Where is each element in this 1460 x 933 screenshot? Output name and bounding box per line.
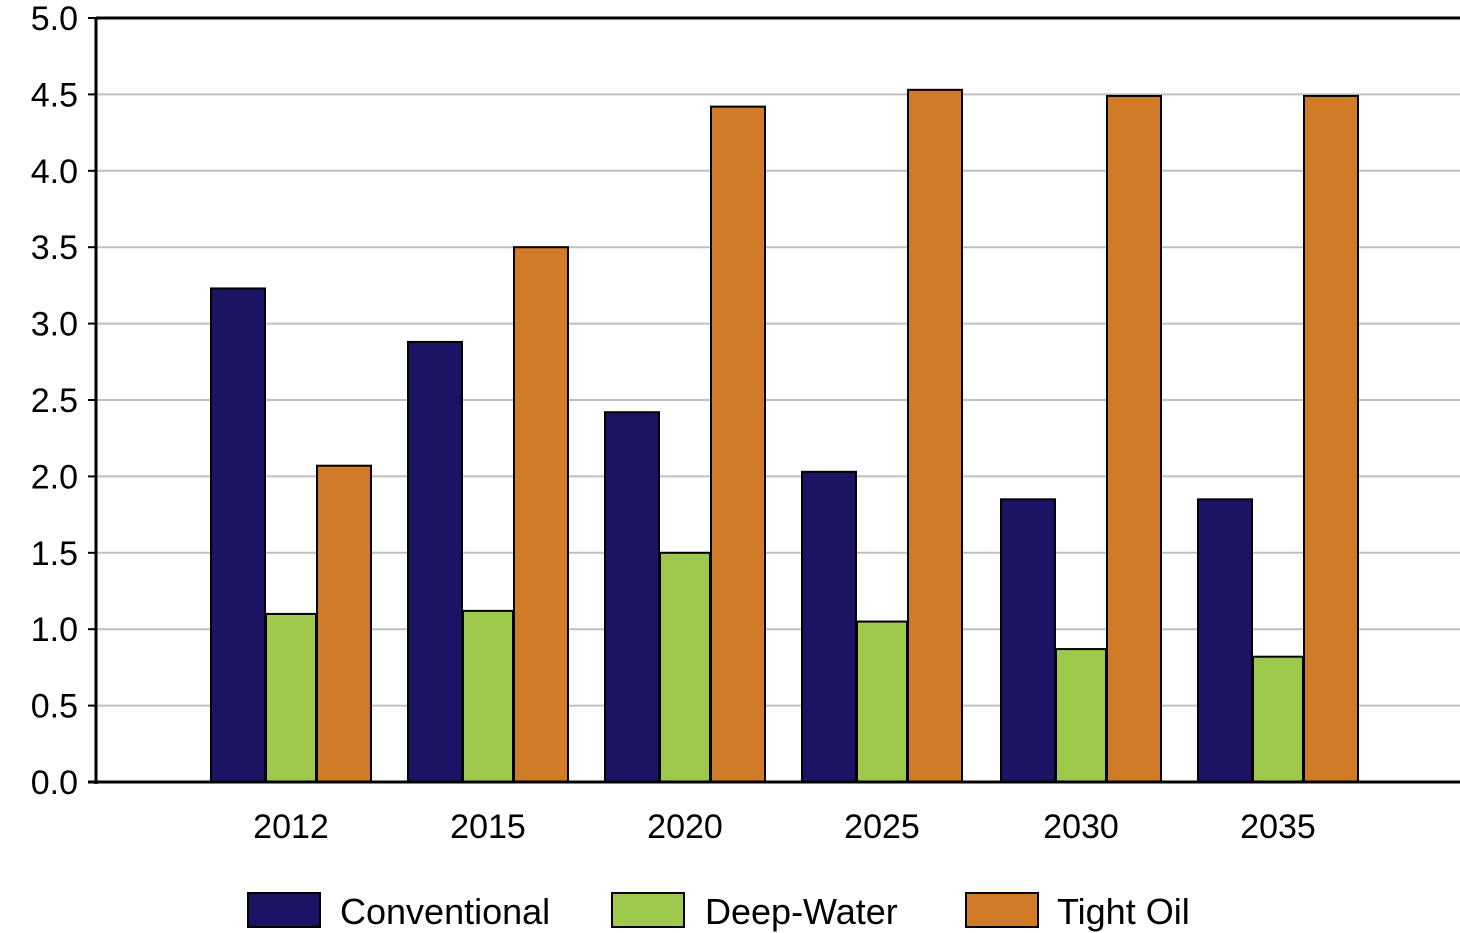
y-tick-label: 2.5 xyxy=(31,382,78,420)
y-tick-label: 3.5 xyxy=(31,229,78,267)
legend: Conventional Deep-Water Tight Oil xyxy=(247,891,1190,932)
bars xyxy=(210,88,1359,784)
bar-conventional-2025 xyxy=(801,470,857,783)
y-tick-label: 1.5 xyxy=(31,535,78,573)
bar-conventional-2020 xyxy=(604,411,660,783)
bar-tight-oil-2025 xyxy=(907,88,963,784)
legend-swatch-tight-oil xyxy=(965,892,1039,928)
y-axis-ticks: 0.0 0.5 1.0 1.5 2.0 2.5 3.0 3.5 4.0 4.5 5.0 xyxy=(31,0,96,802)
bar-deep-water-2030 xyxy=(1055,648,1107,784)
x-tick-label: 2020 xyxy=(647,808,723,846)
y-tick-label: 1.0 xyxy=(31,611,78,649)
y-tick-label: 3.0 xyxy=(31,306,78,344)
bar-conventional-2030 xyxy=(1000,498,1056,783)
y-tick-label: 2.0 xyxy=(31,458,78,496)
bar-tight-oil-2030 xyxy=(1106,94,1162,784)
y-tick-label: 5.0 xyxy=(31,0,78,38)
x-tick-label: 2030 xyxy=(1043,808,1119,846)
y-tick-label: 4.5 xyxy=(31,76,78,114)
y-tick-label: 0.0 xyxy=(31,764,78,802)
bar-deep-water-2012 xyxy=(265,612,317,783)
bar-tight-oil-2012 xyxy=(316,464,372,783)
legend-label-conventional: Conventional xyxy=(340,891,550,932)
y-tick-label: 4.0 xyxy=(31,153,78,191)
y-tick-label: 0.5 xyxy=(31,688,78,726)
x-tick-label: 2015 xyxy=(450,808,526,846)
legend-label-tight-oil: Tight Oil xyxy=(1057,891,1190,932)
bar-conventional-2015 xyxy=(407,340,463,783)
bar-deep-water-2025 xyxy=(856,620,908,783)
axes xyxy=(88,16,1460,784)
bar-tight-oil-2015 xyxy=(513,246,569,783)
bar-deep-water-2015 xyxy=(462,609,514,784)
x-tick-label: 2012 xyxy=(253,808,329,846)
legend-label-deep-water: Deep-Water xyxy=(705,891,898,932)
x-axis-ticks: 2012 2015 2020 2025 2030 2035 xyxy=(253,808,1316,846)
bar-deep-water-2020 xyxy=(659,551,711,783)
bar-tight-oil-2020 xyxy=(710,105,766,783)
x-tick-label: 2035 xyxy=(1240,808,1316,846)
x-tick-label: 2025 xyxy=(844,808,920,846)
bar-conventional-2035 xyxy=(1197,498,1253,783)
bar-deep-water-2035 xyxy=(1252,655,1304,783)
bar-conventional-2012 xyxy=(210,287,266,783)
bar-tight-oil-2035 xyxy=(1303,94,1359,784)
legend-swatch-deep-water xyxy=(611,892,685,928)
legend-swatch-conventional xyxy=(247,892,321,928)
gridlines xyxy=(96,17,1460,707)
